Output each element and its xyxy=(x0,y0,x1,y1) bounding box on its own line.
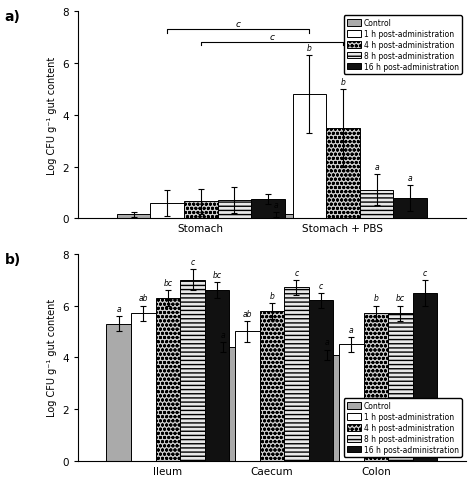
Bar xyxy=(235,332,260,461)
Bar xyxy=(413,293,438,461)
Legend: Control, 1 h post-administration, 4 h post-administration, 8 h post-administrati: Control, 1 h post-administration, 4 h po… xyxy=(344,16,462,75)
Text: b: b xyxy=(307,44,312,53)
Bar xyxy=(393,198,427,219)
Text: b: b xyxy=(269,291,274,300)
Text: c: c xyxy=(319,281,323,290)
Y-axis label: Log CFU g⁻¹ gut content: Log CFU g⁻¹ gut content xyxy=(47,57,57,175)
Text: a: a xyxy=(273,200,278,209)
Bar xyxy=(284,288,309,461)
Bar xyxy=(309,301,333,461)
Text: c: c xyxy=(236,20,241,29)
Text: bc: bc xyxy=(396,294,405,303)
Bar xyxy=(107,324,131,461)
Text: c: c xyxy=(191,257,195,267)
Text: ab: ab xyxy=(138,294,148,303)
Text: b: b xyxy=(340,78,346,87)
Text: a: a xyxy=(117,304,121,313)
Bar xyxy=(360,190,393,219)
Bar xyxy=(259,215,292,219)
Legend: Control, 1 h post-administration, 4 h post-administration, 8 h post-administrati: Control, 1 h post-administration, 4 h po… xyxy=(344,398,462,457)
Bar xyxy=(388,314,413,461)
Bar xyxy=(180,280,205,461)
Text: bc: bc xyxy=(164,278,173,287)
Bar xyxy=(155,298,180,461)
Text: a: a xyxy=(324,338,329,347)
Text: ab: ab xyxy=(243,309,252,318)
Bar xyxy=(326,128,360,219)
Bar xyxy=(218,201,251,219)
Text: b): b) xyxy=(4,252,21,266)
Text: b: b xyxy=(374,294,378,303)
Text: c: c xyxy=(423,268,427,277)
Bar xyxy=(205,290,229,461)
Text: a): a) xyxy=(4,10,20,24)
Bar xyxy=(131,314,155,461)
Text: c: c xyxy=(294,268,299,277)
Text: c: c xyxy=(269,33,274,42)
Bar xyxy=(260,311,284,461)
Text: a: a xyxy=(408,173,412,182)
Bar xyxy=(251,199,285,219)
Bar xyxy=(364,314,388,461)
Bar xyxy=(292,95,326,219)
Text: a: a xyxy=(220,330,225,339)
Bar xyxy=(339,345,364,461)
Bar xyxy=(117,215,150,219)
Y-axis label: Log CFU g⁻¹ gut content: Log CFU g⁻¹ gut content xyxy=(47,299,57,417)
Text: a: a xyxy=(349,325,354,334)
Bar xyxy=(184,202,218,219)
Text: bc: bc xyxy=(212,271,222,280)
Bar xyxy=(150,203,184,219)
Text: a: a xyxy=(374,163,379,172)
Bar xyxy=(314,355,339,461)
Bar xyxy=(210,347,235,461)
